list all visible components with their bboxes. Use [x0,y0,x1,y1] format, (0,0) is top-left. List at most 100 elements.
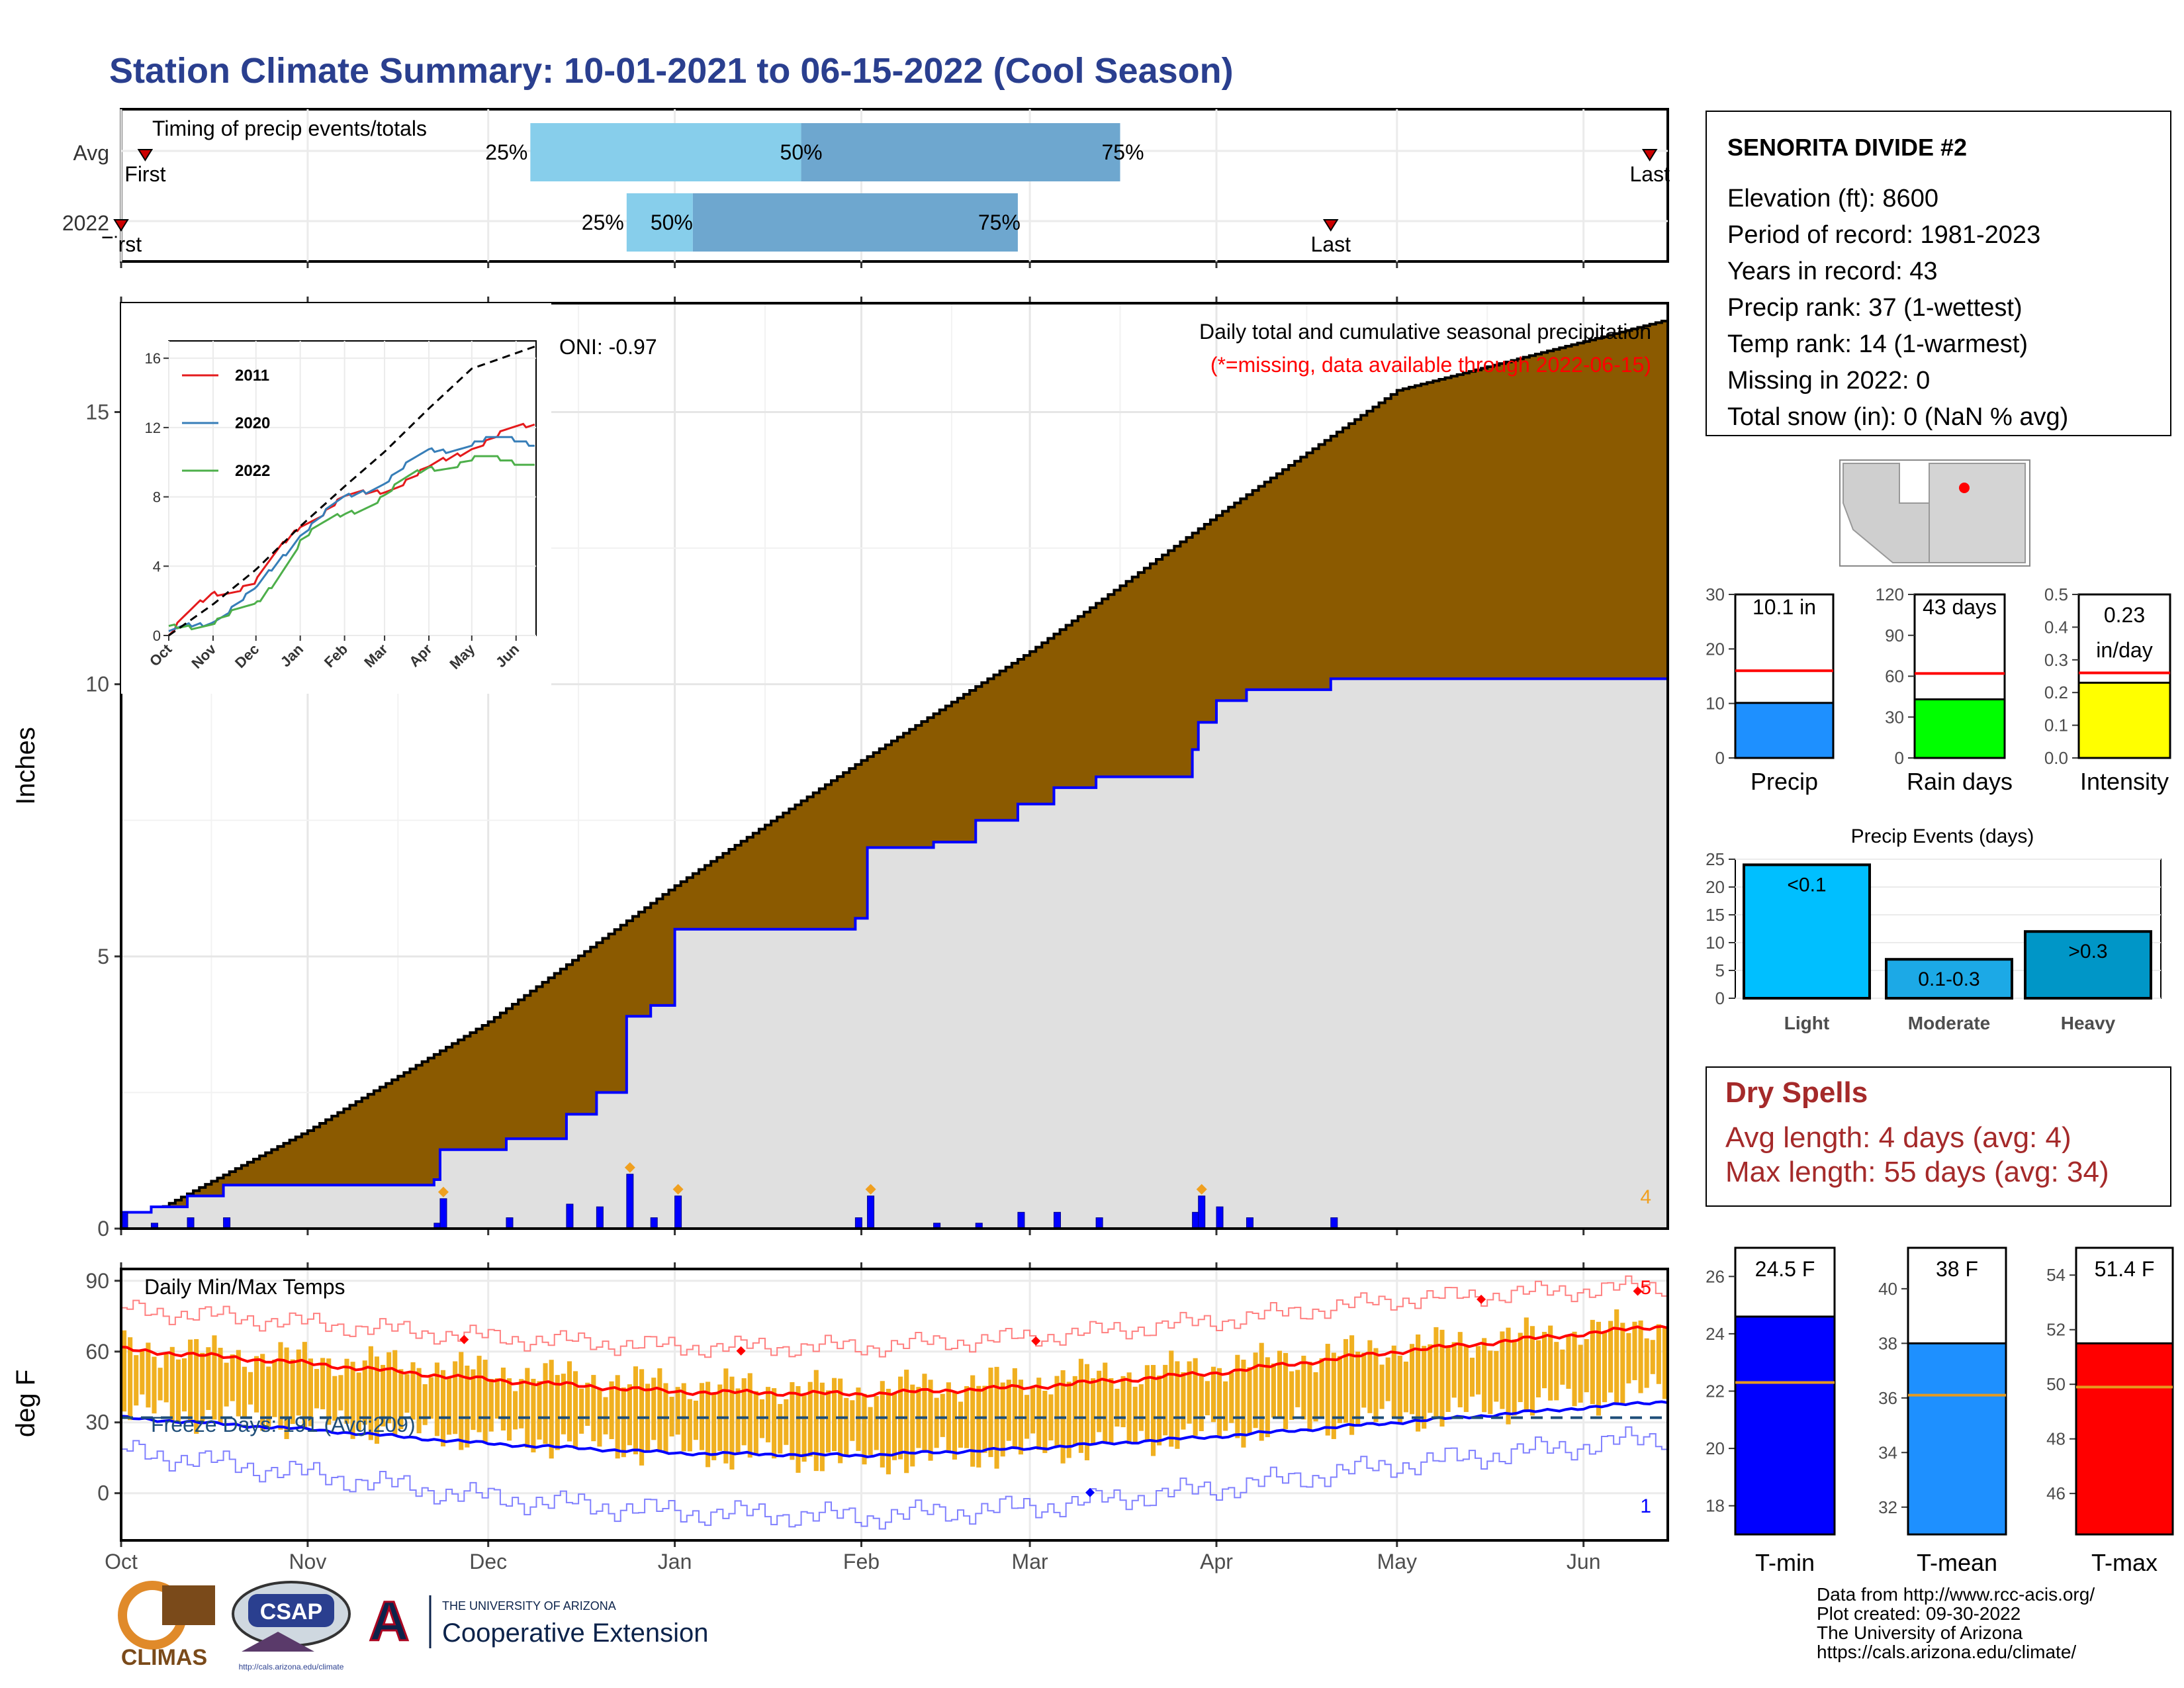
temp-range-bar [1205,1381,1210,1415]
temp-range-bar [1193,1358,1198,1436]
temp-range-bar [1295,1370,1300,1407]
temp-summary-tick-label: 38 [1878,1333,1897,1353]
climas-logo-text: CLIMAS [121,1645,207,1670]
precip-y-label: Inches [11,727,40,805]
temp-range-bar [585,1382,590,1426]
climas-logo: CLIMAS [118,1581,215,1670]
temp-y-tick-label: 90 [85,1269,109,1293]
temp-range-bar [1638,1320,1643,1393]
temp-range-bar [1620,1323,1625,1403]
heavy-event-marker [865,1184,876,1195]
temp-range-bar [465,1365,470,1448]
temp-range-bar [603,1397,608,1434]
temp-range-bar [482,1360,488,1443]
temp-range-bar [230,1354,235,1401]
temp-range-bar [874,1396,879,1450]
temp-range-bar [1451,1342,1457,1398]
temp-range-bar [122,1330,127,1412]
station-missing: Missing in 2022: 0 [1727,367,1930,395]
temp-range-bar [1331,1352,1336,1439]
temp-range-bar [163,1354,169,1403]
temp-range-bar [1512,1339,1517,1416]
temp-range-bar [1355,1351,1361,1426]
temp-range-bar [404,1374,410,1413]
timing-first-marker [137,149,154,162]
summary-bar-tick-label: 0.4 [2044,617,2068,637]
daily-precip-bar [650,1217,658,1229]
temp-range-bar [308,1358,313,1427]
temp-range-bar [175,1359,181,1423]
temp-range-bar [1259,1342,1264,1441]
page-title: Station Climate Summary: 10-01-2021 to 0… [109,51,1234,91]
station-precip-rank: Precip rank: 37 (1-wettest) [1727,294,2023,322]
temp-range-bar [434,1362,439,1436]
temp-range-bar [1181,1372,1186,1430]
temp-range-bar [392,1350,398,1436]
temp-range-bar [796,1385,801,1473]
daily-precip-bar [1330,1217,1338,1229]
temp-range-bar [1463,1344,1469,1413]
temp-range-bar [1385,1357,1390,1401]
temp-range-bar [387,1352,392,1424]
temp-range-bar [326,1358,332,1425]
temp-range-bar [1469,1358,1475,1397]
summary-bar-tick-label: 0.1 [2044,716,2068,735]
temp-range-bar [1650,1340,1655,1374]
timing-p75-label: 75% [978,211,1021,234]
month-label: Jun [1567,1550,1601,1573]
temp-range-bar [1403,1361,1408,1413]
daily-precip-bar [626,1174,634,1229]
events-bar-label: <0.1 [1787,874,1826,896]
temp-range-bar [1283,1352,1289,1429]
temp-range-bar [1518,1333,1523,1403]
temp-range-bar [1042,1390,1048,1454]
temp-range-bar [1500,1331,1505,1409]
temp-summary-tick-label: 20 [1706,1438,1725,1458]
temp-range-bar [627,1384,632,1446]
temp-range-bar [753,1391,758,1455]
precip-y-tick-label: 15 [85,400,109,424]
temp-range-bar [723,1368,729,1464]
temp-range-bar [338,1375,343,1411]
temp-range-bar [477,1356,482,1432]
temp-summary-label: T-mean [1917,1549,1997,1576]
inset-legend: 2011 2020 2022 [182,367,270,480]
precip-panel-frame [120,302,1669,1230]
temp-range-bar [1566,1335,1571,1389]
temp-range-bar [1144,1365,1150,1442]
temp-range-bar [537,1381,542,1440]
temp-y-label: deg F [11,1370,40,1437]
temp-range-bar [1012,1368,1017,1449]
temp-range-bar [302,1342,307,1428]
temp-range-bar [1307,1362,1312,1432]
credits: Data from http://www.rcc-acis.org/ Plot … [1817,1584,2095,1662]
temp-range-bar [416,1368,422,1434]
temp-summary-tick-label: 24 [1706,1324,1725,1344]
temp-range-bar [735,1388,741,1453]
daily-temp-bars [122,1309,1667,1475]
temp-summary-label: T-max [2091,1549,2158,1576]
temp-range-bar [1397,1355,1402,1425]
summary-bar-value [2077,681,2171,759]
temp-range-bar [543,1363,548,1444]
temp-range-bar [398,1369,404,1429]
temp-summary-tick-label: 22 [1706,1382,1725,1401]
timing-first-label: First [124,162,165,186]
heavy-event-marker [1196,1184,1207,1195]
inset-legend-label: 2022 [235,462,270,480]
summary-bar-tick-label: 0 [1895,748,1904,768]
temp-range-bar [1289,1371,1295,1420]
temp-summary-tick-label: 50 [2046,1374,2066,1394]
temp-panel: 0 30 60 90 Daily Min/Max Temps Freeze Days:… [11,1262,1669,1547]
timing-q2-bar [801,123,1120,181]
events-y-tick-label: 20 [1706,877,1725,897]
temp-range-bar [1608,1321,1614,1393]
temp-range-bar [381,1364,386,1427]
temp-range-bar [741,1378,747,1446]
heavy-event-marker [624,1162,635,1173]
freeze-days-label: Freeze Days: 191 (Avg:209) [151,1413,416,1436]
temp-range-bar [356,1372,361,1430]
temp-range-bar [459,1352,464,1450]
daily-precip-bar [223,1217,231,1229]
events-y-tick-label: 5 [1715,961,1725,980]
